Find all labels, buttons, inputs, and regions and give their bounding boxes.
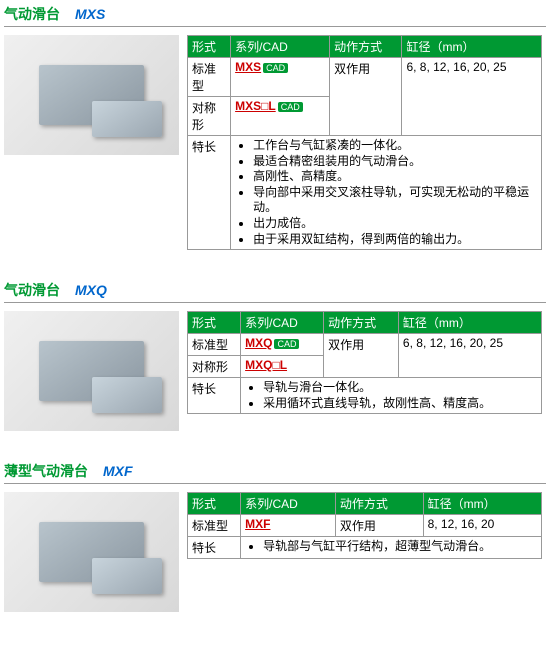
feature-row: 特长导轨与滑台一体化。采用循环式直线导轨，故刚性高、精度高。	[188, 378, 542, 414]
type-cell: 标准型	[188, 58, 231, 97]
table-header: 形式	[188, 36, 231, 58]
feature-item: 工作台与气缸紧凑的一体化。	[253, 138, 537, 154]
table-header: 缸径（mm）	[423, 493, 541, 515]
model-cell: MXF	[241, 515, 336, 537]
feature-row: 特长工作台与气缸紧凑的一体化。最适合精密组装用的气动滑台。高刚性、高精度。导向部…	[188, 136, 542, 250]
feature-row: 特长 导轨部与气缸平行结构，超薄型气动滑台。	[188, 537, 542, 559]
model-link[interactable]: MXQ□L	[245, 358, 287, 372]
table-header: 形式	[188, 312, 241, 334]
model-cell: MXSCAD	[231, 58, 330, 97]
content-row: 形式系列/CAD动作方式缸径（mm） 标准型 MXF 双作用8, 12, 16, 20…	[4, 492, 546, 612]
table-header: 动作方式	[324, 312, 399, 334]
table-row: 标准型MXSCAD双作用6, 8, 12, 16, 20, 25	[188, 58, 542, 97]
model-cell: MXQ□L	[241, 356, 324, 378]
feature-label: 特长	[188, 378, 241, 414]
feature-item: 导轨与滑台一体化。	[263, 380, 537, 396]
feature-cell: 导轨部与气缸平行结构，超薄型气动滑台。	[241, 537, 542, 559]
feature-list: 导轨部与气缸平行结构，超薄型气动滑台。	[245, 539, 537, 555]
cad-badge[interactable]: CAD	[274, 339, 299, 349]
product-section-1: 气动滑台MXQ形式系列/CAD动作方式缸径（mm）标准型MXQCAD双作用6, …	[4, 280, 546, 431]
feature-item: 导轨部与气缸平行结构，超薄型气动滑台。	[263, 539, 537, 555]
product-image	[4, 311, 179, 431]
title-model: MXS	[75, 6, 105, 22]
feature-item: 由于采用双缸结构，得到两倍的输出力。	[253, 232, 537, 248]
feature-item: 最适合精密组装用的气动滑台。	[253, 154, 537, 170]
title-cn: 气动滑台	[4, 6, 60, 22]
bore-cell: 8, 12, 16, 20	[423, 515, 541, 537]
cad-badge[interactable]: CAD	[278, 102, 303, 112]
title-row: 薄型气动滑台 MXF	[4, 461, 546, 484]
spec-table: 形式系列/CAD动作方式缸径（mm）标准型MXSCAD双作用6, 8, 12, …	[187, 35, 542, 250]
feature-list: 工作台与气缸紧凑的一体化。最适合精密组装用的气动滑台。高刚性、高精度。导向部中采…	[235, 138, 537, 247]
table-header: 系列/CAD	[241, 312, 324, 334]
table-header: 缸径（mm）	[402, 36, 542, 58]
title-model: MXQ	[75, 282, 107, 298]
feature-item: 出力成倍。	[253, 216, 537, 232]
spec-table: 形式系列/CAD动作方式缸径（mm）标准型MXQCAD双作用6, 8, 12, …	[187, 311, 542, 414]
feature-item: 导向部中采用交叉滚柱导轨，可实现无松动的平稳运动。	[253, 185, 537, 216]
table-header: 系列/CAD	[241, 493, 336, 515]
type-cell: 标准型	[188, 515, 241, 537]
type-cell: 对称形	[188, 356, 241, 378]
action-cell: 双作用	[335, 515, 423, 537]
type-cell: 标准型	[188, 334, 241, 356]
feature-label: 特长	[188, 537, 241, 559]
table-header: 动作方式	[330, 36, 402, 58]
product-section-0: 气动滑台MXS形式系列/CAD动作方式缸径（mm）标准型MXSCAD双作用6, …	[4, 4, 546, 250]
model-link[interactable]: MXS□L	[235, 99, 276, 113]
model-link[interactable]: MXS	[235, 60, 261, 74]
spec-table: 形式系列/CAD动作方式缸径（mm） 标准型 MXF 双作用8, 12, 16, 20…	[187, 492, 542, 559]
title-model: MXF	[103, 463, 133, 479]
action-cell: 双作用	[330, 58, 402, 136]
bore-cell: 6, 8, 12, 16, 20, 25	[398, 334, 541, 378]
product-image	[4, 492, 179, 612]
title-row: 气动滑台 MXS	[4, 4, 546, 27]
feature-cell: 导轨与滑台一体化。采用循环式直线导轨，故刚性高、精度高。	[241, 378, 542, 414]
feature-cell: 工作台与气缸紧凑的一体化。最适合精密组装用的气动滑台。高刚性、高精度。导向部中采…	[231, 136, 542, 250]
model-cell: MXQCAD	[241, 334, 324, 356]
product-image	[4, 35, 179, 155]
type-cell: 对称形	[188, 97, 231, 136]
title-cn: 薄型气动滑台	[4, 463, 88, 479]
action-cell: 双作用	[324, 334, 399, 378]
feature-label: 特长	[188, 136, 231, 250]
table-header: 缸径（mm）	[398, 312, 541, 334]
title-row: 气动滑台 MXQ	[4, 280, 546, 303]
table-header: 系列/CAD	[231, 36, 330, 58]
table-row: 标准型MXQCAD双作用6, 8, 12, 16, 20, 25	[188, 334, 542, 356]
model-link[interactable]: MXQ	[245, 336, 272, 350]
cad-badge[interactable]: CAD	[263, 63, 288, 73]
product-section-2: 薄型气动滑台 MXF 形式系列/CAD动作方式缸径（mm） 标准型 MXF 双作用8, 1…	[4, 461, 546, 612]
feature-item: 采用循环式直线导轨，故刚性高、精度高。	[263, 396, 537, 412]
feature-item: 高刚性、高精度。	[253, 169, 537, 185]
table-header: 形式	[188, 493, 241, 515]
model-cell: MXS□LCAD	[231, 97, 330, 136]
table-header: 动作方式	[335, 493, 423, 515]
content-row: 形式系列/CAD动作方式缸径（mm）标准型MXQCAD双作用6, 8, 12, …	[4, 311, 546, 431]
content-row: 形式系列/CAD动作方式缸径（mm）标准型MXSCAD双作用6, 8, 12, …	[4, 35, 546, 250]
feature-list: 导轨与滑台一体化。采用循环式直线导轨，故刚性高、精度高。	[245, 380, 537, 411]
bore-cell: 6, 8, 12, 16, 20, 25	[402, 58, 542, 136]
title-cn: 气动滑台	[4, 282, 60, 298]
model-link[interactable]: MXF	[245, 517, 270, 531]
table-row: 标准型 MXF 双作用8, 12, 16, 20	[188, 515, 542, 537]
